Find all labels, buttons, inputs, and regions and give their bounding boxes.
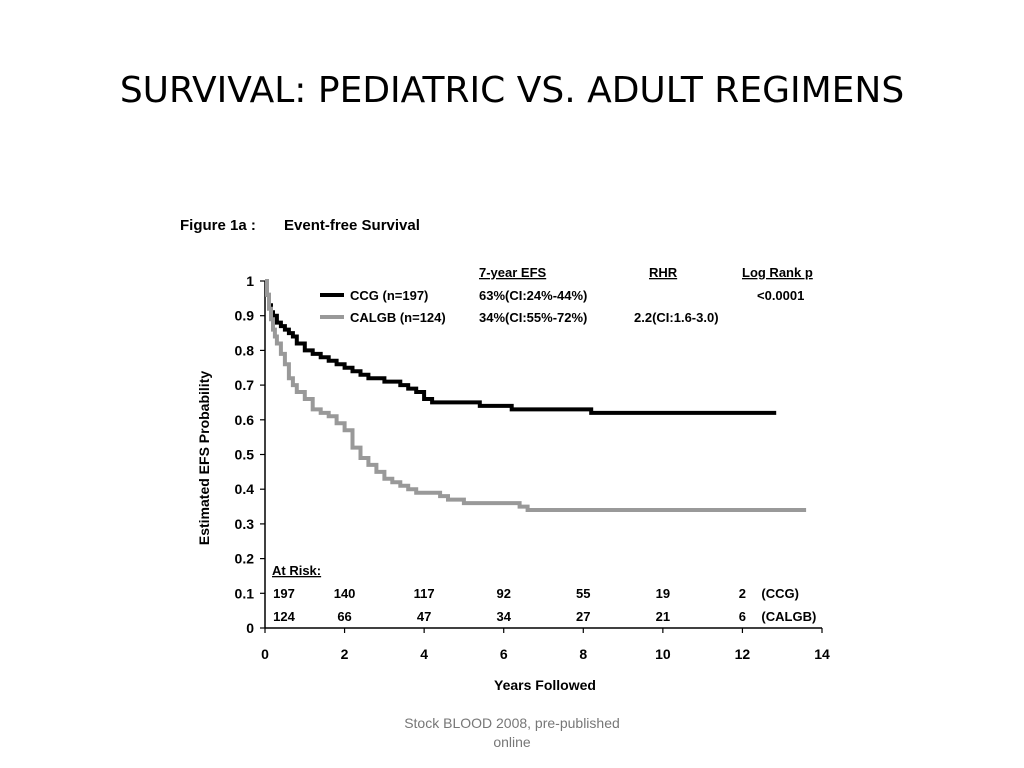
y-tick-label: 0.2 [235,551,255,567]
at-risk-value: 19 [656,586,670,601]
x-tick-label: 0 [261,646,269,662]
x-tick-label: 12 [735,646,751,662]
at-risk-table: 197 140 117 92 55 19 2 (CCG) 124 66 47 34 27 21 6 (CALG… [273,586,816,624]
at-risk-value: 21 [656,609,670,624]
legend-name-calgb: CALGB (n=124) [350,310,446,325]
x-axis-label: Years Followed [494,677,596,693]
at-risk-group-label: (CALGB) [761,609,816,624]
at-risk-value: 66 [337,609,351,624]
series-line-ccg [265,279,777,415]
legend-efs-calgb: 34%(CI:55%-72%) [479,310,587,325]
at-risk-value: 6 [739,609,746,624]
x-tick-label: 10 [655,646,671,662]
legend-efs-ccg: 63%(CI:24%-44%) [479,288,587,303]
legend-name-ccg: CCG (n=197) [350,288,428,303]
chart-title: Event-free Survival [284,217,420,234]
at-risk-value: 47 [417,609,431,624]
axes [264,281,822,629]
legend-logrank-ccg: <0.0001 [757,288,804,303]
at-risk-label: At Risk: [272,563,321,578]
y-tick-label: 0.5 [235,447,255,463]
legend-header-efs: 7-year EFS [479,265,547,280]
x-tick-label: 4 [420,646,428,662]
at-risk-value: 34 [496,609,511,624]
legend-rhr-calgb: 2.2(CI:1.6-3.0) [634,310,719,325]
y-tick-label: 1 [246,273,254,289]
slide-title: SURVIVAL: PEDIATRIC VS. ADULT REGIMENS [119,70,905,111]
at-risk-group-label: (CCG) [761,586,799,601]
at-risk-value: 124 [273,609,295,624]
y-tick-label: 0 [246,620,254,636]
x-tick-label: 2 [341,646,349,662]
x-tick-label: 6 [500,646,508,662]
series-line-calgb [265,279,807,512]
figure-label: Figure 1a : [180,217,256,234]
y-tick-label: 0.7 [235,377,255,393]
survival-curves [265,279,807,512]
y-tick-label: 0.9 [235,308,255,324]
legend-header-rhr: RHR [649,265,678,280]
at-risk-value: 27 [576,609,590,624]
y-axis-label: Estimated EFS Probability [196,371,212,545]
at-risk-value: 197 [273,586,295,601]
source-caption: Stock BLOOD 2008, pre-published online [362,714,662,752]
at-risk-value: 117 [414,586,435,601]
y-tick-label: 0.3 [235,516,255,532]
y-tick-label: 0.8 [235,342,255,358]
x-tick-label: 8 [579,646,587,662]
x-tick-label: 14 [814,646,830,662]
legend-header-logrank: Log Rank p [742,265,813,280]
caption-line-1: Stock BLOOD 2008, pre-published [404,715,620,731]
at-risk-value: 140 [334,586,356,601]
at-risk-value: 92 [496,586,510,601]
y-tick-label: 0.1 [235,585,255,601]
at-risk-value: 55 [576,586,590,601]
at-risk-value: 2 [739,586,746,601]
y-tick-label: 0.6 [235,412,255,428]
y-tick-label: 0.4 [235,481,255,497]
caption-line-2: online [493,734,531,750]
